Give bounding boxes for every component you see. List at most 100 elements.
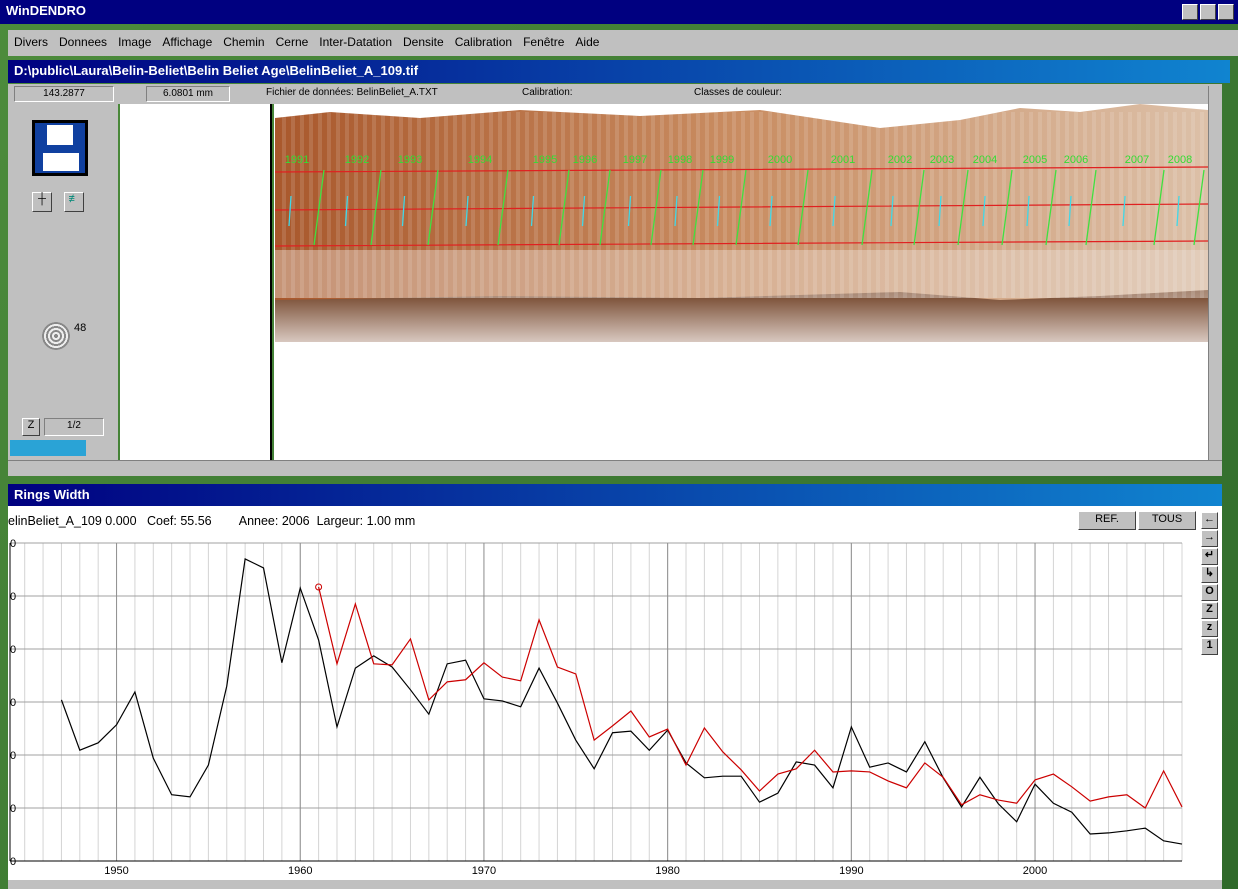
nav-button[interactable]: O [1201, 584, 1218, 601]
nav-button[interactable]: 1 [1201, 638, 1218, 655]
stripe [660, 112, 664, 298]
window-controls[interactable] [1182, 4, 1234, 20]
ring-marker [288, 195, 292, 227]
coef: Coef: 55.56 [147, 514, 212, 528]
menu-item[interactable]: Densite [403, 35, 444, 49]
stripe [777, 112, 781, 298]
series-line [60, 557, 1183, 845]
start-marker [315, 583, 323, 591]
stripe [615, 112, 619, 298]
menu-item[interactable]: Fenêtre [523, 35, 565, 49]
icon-part [47, 125, 73, 145]
stripe [948, 112, 952, 298]
minimize[interactable] [1182, 4, 1198, 20]
ref-button[interactable]: REF. [1078, 511, 1136, 530]
status-field: Fichier de données: BelinBeliet_A.TXT [266, 87, 438, 98]
stripe [750, 112, 754, 298]
stripe [1164, 112, 1168, 298]
icon-part [43, 153, 79, 171]
ring-boundary [650, 169, 662, 246]
stripe [516, 112, 520, 298]
stripe [642, 112, 646, 298]
ring-marker [938, 195, 942, 227]
x-tick-label: 1970 [472, 865, 496, 877]
menu-item[interactable]: Calibration [454, 35, 513, 49]
menu-item[interactable]: Chemin [223, 35, 265, 49]
y-tick-label: 0 [10, 750, 16, 762]
stripe [633, 112, 637, 298]
stripe [624, 112, 628, 298]
stripe [606, 112, 610, 298]
ring-year: 1995 [533, 154, 557, 166]
ring-marker [465, 195, 469, 227]
nav-button[interactable]: Z [1201, 602, 1218, 619]
stripe [570, 112, 574, 298]
stripe [525, 112, 529, 298]
menu-item[interactable]: Donnees [59, 35, 108, 49]
status-field: Calibration: [522, 87, 573, 98]
y-tick-label: 0 [10, 644, 16, 656]
ring-marker [344, 195, 349, 227]
stripe [534, 112, 538, 298]
y-tick-label: 0 [10, 697, 16, 709]
nav-button[interactable]: z [1201, 620, 1218, 637]
stripe [1155, 112, 1159, 298]
tool-strip[interactable] [10, 440, 86, 456]
v-scrollbar[interactable] [1208, 86, 1222, 460]
menu-item[interactable]: Cerne [275, 35, 309, 49]
ring-year: 2005 [1023, 154, 1047, 166]
ring-year: 1997 [623, 154, 647, 166]
close[interactable] [1218, 4, 1234, 20]
save-icon[interactable] [32, 120, 88, 176]
stripe [1182, 112, 1186, 298]
h-scrollbar[interactable] [8, 460, 1222, 476]
menu-item[interactable]: Inter-Datation [319, 35, 392, 49]
chart-scrollbar[interactable] [8, 880, 1222, 889]
rings-window [8, 506, 1222, 889]
ring-year: 1993 [398, 154, 422, 166]
core-light-band [275, 250, 1208, 298]
crosshair-tool[interactable]: ┼ [32, 192, 52, 212]
image-window-title-bar: D:\public\Laura\Belin-Beliet\Belin Belie… [8, 60, 1230, 83]
nav-button[interactable]: ↳ [1201, 566, 1218, 583]
menu-item[interactable]: Affichage [162, 35, 213, 49]
year: Annee: 2006 [238, 514, 310, 528]
app-title: WinDENDRO [6, 3, 87, 18]
status-field: 6.0801 mm [146, 86, 230, 102]
zoom-button[interactable]: Z [22, 418, 40, 436]
y-tick-label: 0 [10, 591, 16, 603]
x-tick-label: 1950 [104, 865, 128, 877]
app-title-bar: WinDENDRO [0, 0, 1238, 24]
ring-year: 1999 [710, 154, 734, 166]
stripe [840, 112, 844, 298]
nav-button[interactable]: ← [1201, 512, 1218, 529]
stripe [1200, 112, 1204, 298]
stripe [786, 112, 790, 298]
menu-item[interactable]: Aide [575, 35, 600, 49]
menu-item[interactable]: Divers [14, 35, 49, 49]
tree-tool[interactable]: ≢ [64, 192, 84, 212]
ring-boundary [797, 169, 809, 246]
image-window-title: D:\public\Laura\Belin-Beliet\Belin Belie… [14, 63, 419, 78]
stripe [507, 112, 511, 298]
nav-button[interactable]: → [1201, 530, 1218, 547]
menu-item[interactable]: Image [118, 35, 152, 49]
maximize[interactable] [1200, 4, 1216, 20]
ring-year: 2002 [888, 154, 912, 166]
ring-year: 2001 [831, 154, 855, 166]
ring-marker [401, 195, 406, 227]
ring-year: 2004 [973, 154, 997, 166]
ring-marker [581, 195, 586, 227]
ring-boundary [427, 169, 439, 246]
zoom-level: 1/2 [44, 418, 104, 436]
series-line [318, 586, 1183, 809]
stripe [588, 112, 592, 298]
menu-bar: Divers Donnees Image Affichage Chemin Cerne In… [8, 30, 1238, 56]
ref-button[interactable]: TOUS [1138, 511, 1196, 530]
ring-marker [1068, 195, 1072, 227]
stripe [894, 112, 898, 298]
ref-buttons: REF. TOUS [1078, 511, 1196, 530]
stripe [1146, 112, 1150, 298]
nav-button[interactable]: ↵ [1201, 548, 1218, 565]
